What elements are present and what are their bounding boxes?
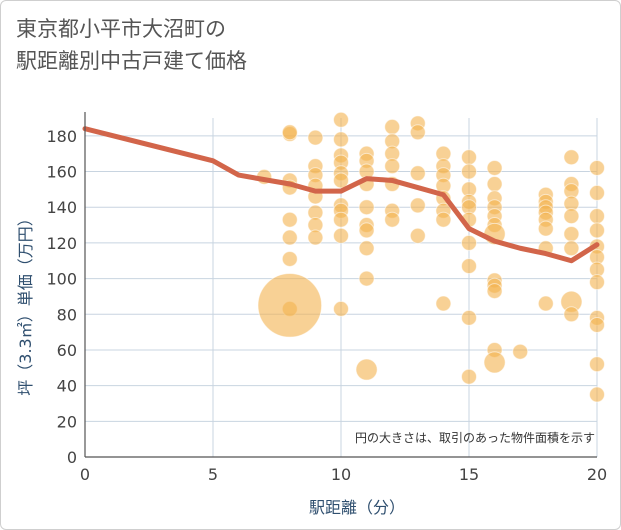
chart-title: 東京都小平市大沼町の 駅距離別中古戸建て価格	[16, 13, 247, 77]
bubble-point-78	[486, 283, 503, 300]
chart-title-line-1: 東京都小平市大沼町の	[16, 17, 226, 41]
x-tick-label-0: 0	[80, 465, 90, 484]
y-axis-label: 坪（3.3㎡）単価（万円）	[16, 210, 35, 395]
bubble-point-110	[589, 386, 605, 403]
trend-series	[82, 126, 600, 264]
bubble-point-18	[333, 111, 349, 128]
bubble-point-23	[333, 172, 349, 189]
bubble-point-102	[589, 222, 605, 239]
bubble-point-95	[563, 225, 580, 242]
y-tick-label-120: 120	[46, 234, 77, 253]
bubble-point-47	[409, 124, 426, 141]
bubble-point-39	[384, 118, 401, 135]
bubble-point-38	[355, 358, 378, 381]
x-tick-label-10: 10	[331, 465, 351, 484]
bubble-point-68	[461, 368, 477, 385]
bubble-point-108	[589, 316, 605, 333]
y-tick-label-180: 180	[46, 127, 77, 146]
bubble-point-42	[384, 158, 401, 175]
bubble-series	[256, 111, 605, 403]
bubble-point-60	[461, 163, 477, 180]
tick-labels: 0 20 40 60 80 100 120 140 160 180 0 5 10 15 20	[46, 127, 607, 484]
x-tick-label-20: 20	[587, 465, 607, 484]
bubble-point-90	[563, 149, 580, 166]
bubble-size-note: 円の大きさは、取引のあった物件面積を示す	[355, 430, 595, 445]
bubble-point-50	[409, 227, 426, 244]
bubble-point-106	[589, 274, 605, 291]
bubble-point-81	[512, 343, 529, 360]
y-tick-label-60: 60	[57, 341, 77, 360]
bubble-point-70	[486, 176, 503, 193]
chart-title-line-2: 駅距離別中古戸建て価格	[16, 49, 247, 73]
bubble-point-57	[435, 211, 452, 228]
bubble-point-99	[589, 159, 605, 176]
bubble-point-48	[409, 165, 426, 182]
y-tick-label-40: 40	[57, 377, 77, 396]
bubble-point-2	[281, 124, 298, 141]
y-tick-label-140: 140	[46, 198, 77, 217]
x-tick-label-5: 5	[208, 465, 218, 484]
bubble-point-35	[358, 222, 375, 239]
bubble-point-19	[333, 131, 349, 148]
bubble-point-45	[384, 211, 401, 228]
bubble-point-58	[435, 295, 452, 312]
bubble-point-66	[461, 258, 477, 275]
bubble-point-5	[281, 211, 298, 228]
bubble-point-28	[333, 300, 349, 317]
y-tick-label-20: 20	[57, 412, 77, 431]
bubble-point-69	[486, 159, 503, 176]
y-tick-label-160: 160	[46, 163, 77, 182]
bubble-point-17	[307, 229, 324, 246]
y-tick-label-80: 80	[57, 305, 77, 324]
bubble-point-9	[257, 273, 323, 338]
bubble-point-94	[563, 208, 580, 225]
bubble-point-109	[589, 356, 605, 373]
bubble-point-67	[461, 309, 477, 326]
bubble-point-10	[307, 129, 324, 146]
trend-line	[82, 126, 600, 264]
y-tick-label-0: 0	[67, 448, 77, 467]
axes	[84, 112, 597, 458]
bubble-point-96	[563, 240, 580, 257]
bubble-point-36	[358, 240, 375, 257]
bubble-point-100	[589, 184, 605, 201]
x-axis-label: 駅距離（分）	[309, 498, 405, 517]
bubble-point-98	[563, 306, 580, 323]
bubble-point-26	[333, 211, 349, 228]
x-tick-label-15: 15	[459, 465, 479, 484]
bubble-point-87	[537, 220, 554, 237]
bubble-point-7	[281, 250, 298, 267]
bubble-point-101	[589, 208, 605, 225]
bubble-point-27	[333, 227, 349, 244]
bubble-point-65	[461, 234, 477, 251]
bubble-point-6	[281, 229, 298, 246]
bubble-point-59	[461, 149, 477, 166]
bubble-point-80	[483, 351, 506, 374]
bubble-point-89	[537, 295, 554, 312]
bubble-point-37	[358, 270, 375, 287]
y-tick-label-100: 100	[46, 270, 77, 289]
bubble-point-33	[358, 199, 375, 216]
bubble-point-49	[409, 197, 426, 214]
